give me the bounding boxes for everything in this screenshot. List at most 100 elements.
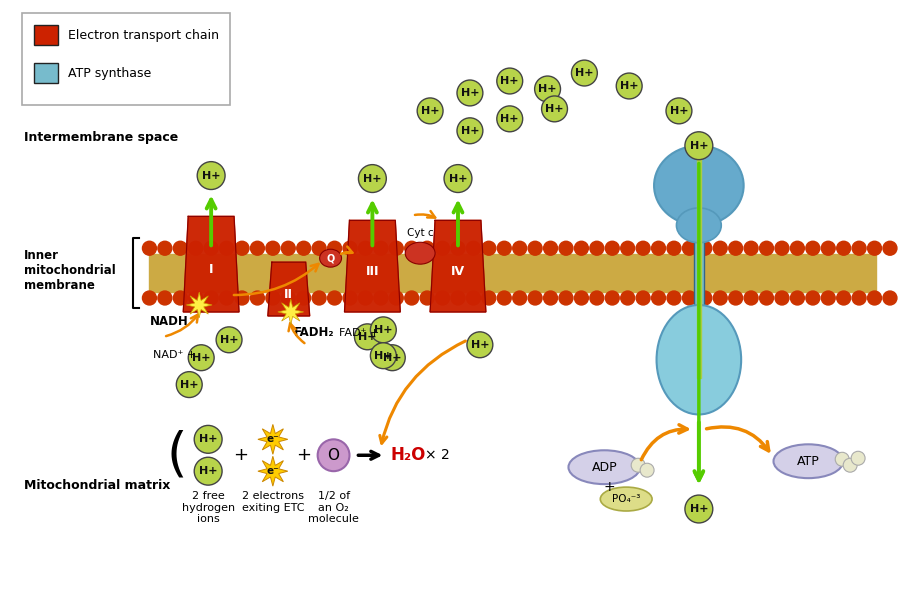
Text: NADH: NADH <box>149 315 188 328</box>
Text: II: II <box>284 287 293 300</box>
Text: H+: H+ <box>220 335 238 345</box>
Text: H+: H+ <box>449 173 467 184</box>
Text: Q: Q <box>327 253 335 263</box>
Circle shape <box>451 241 465 255</box>
Circle shape <box>219 291 234 305</box>
Circle shape <box>760 291 774 305</box>
Circle shape <box>806 241 820 255</box>
Circle shape <box>682 241 696 255</box>
Circle shape <box>420 241 434 255</box>
FancyBboxPatch shape <box>22 13 230 105</box>
Text: H+: H+ <box>199 466 217 476</box>
Ellipse shape <box>601 487 652 511</box>
Circle shape <box>266 241 279 255</box>
Circle shape <box>543 291 558 305</box>
Circle shape <box>497 68 522 94</box>
Circle shape <box>281 241 295 255</box>
Text: +: + <box>603 480 615 494</box>
Circle shape <box>543 241 558 255</box>
Circle shape <box>713 241 727 255</box>
Text: PO₄⁻³: PO₄⁻³ <box>612 494 641 504</box>
Circle shape <box>328 241 341 255</box>
Circle shape <box>359 291 372 305</box>
Circle shape <box>389 241 403 255</box>
Circle shape <box>158 241 172 255</box>
Circle shape <box>482 291 496 305</box>
Circle shape <box>436 241 450 255</box>
Circle shape <box>636 291 650 305</box>
Circle shape <box>194 426 222 454</box>
Ellipse shape <box>676 208 722 243</box>
Text: H+: H+ <box>545 104 564 114</box>
Text: Inner
mitochondrial
membrane: Inner mitochondrial membrane <box>24 249 116 291</box>
Circle shape <box>744 291 758 305</box>
Circle shape <box>343 241 357 255</box>
Circle shape <box>574 241 589 255</box>
Circle shape <box>616 73 642 99</box>
Circle shape <box>467 241 480 255</box>
Circle shape <box>836 291 851 305</box>
Circle shape <box>444 164 472 193</box>
Circle shape <box>791 241 804 255</box>
Circle shape <box>528 291 542 305</box>
Circle shape <box>266 291 279 305</box>
Circle shape <box>744 241 758 255</box>
Ellipse shape <box>569 451 640 484</box>
Circle shape <box>370 343 396 369</box>
Circle shape <box>541 96 568 122</box>
Circle shape <box>235 241 249 255</box>
Circle shape <box>389 291 403 305</box>
Circle shape <box>497 241 511 255</box>
Circle shape <box>379 344 405 371</box>
Circle shape <box>355 324 380 350</box>
Circle shape <box>188 291 203 305</box>
Circle shape <box>667 241 681 255</box>
Circle shape <box>852 291 866 305</box>
Circle shape <box>188 344 214 371</box>
Text: H+: H+ <box>690 141 708 151</box>
Text: 2 electrons
exiting ETC: 2 electrons exiting ETC <box>241 491 304 513</box>
Bar <box>149 254 876 292</box>
Text: e⁻: e⁻ <box>267 434 279 445</box>
Ellipse shape <box>774 444 844 478</box>
Circle shape <box>822 291 835 305</box>
Text: I: I <box>209 263 213 275</box>
Text: 1/2 of
an O₂
molecule: 1/2 of an O₂ molecule <box>308 491 359 524</box>
Circle shape <box>685 495 713 523</box>
Text: IV: IV <box>451 265 465 278</box>
Circle shape <box>883 241 897 255</box>
Text: +: + <box>297 446 311 464</box>
Circle shape <box>482 241 496 255</box>
Circle shape <box>667 291 681 305</box>
Polygon shape <box>345 221 400 312</box>
Text: H+: H+ <box>420 106 440 116</box>
Text: H+: H+ <box>470 340 490 350</box>
Text: O: O <box>328 448 339 462</box>
Circle shape <box>836 241 851 255</box>
Circle shape <box>682 291 696 305</box>
Circle shape <box>867 291 882 305</box>
Circle shape <box>318 439 349 471</box>
Text: H+: H+ <box>670 106 688 116</box>
Text: Electron transport chain: Electron transport chain <box>68 29 218 42</box>
Circle shape <box>235 291 249 305</box>
Text: H+: H+ <box>575 68 593 78</box>
Circle shape <box>374 241 388 255</box>
Circle shape <box>835 452 849 466</box>
Text: × 2: × 2 <box>425 448 450 462</box>
Circle shape <box>467 332 493 358</box>
Circle shape <box>451 291 465 305</box>
Circle shape <box>359 241 372 255</box>
Text: H+: H+ <box>501 76 519 86</box>
FancyBboxPatch shape <box>34 63 58 83</box>
Circle shape <box>457 80 483 106</box>
Circle shape <box>852 241 866 255</box>
Circle shape <box>370 317 396 343</box>
Bar <box>697 159 701 378</box>
Circle shape <box>250 291 265 305</box>
Text: FAD⁺ +: FAD⁺ + <box>339 328 379 338</box>
Circle shape <box>806 291 820 305</box>
Circle shape <box>297 241 310 255</box>
Circle shape <box>791 291 804 305</box>
Circle shape <box>621 291 634 305</box>
